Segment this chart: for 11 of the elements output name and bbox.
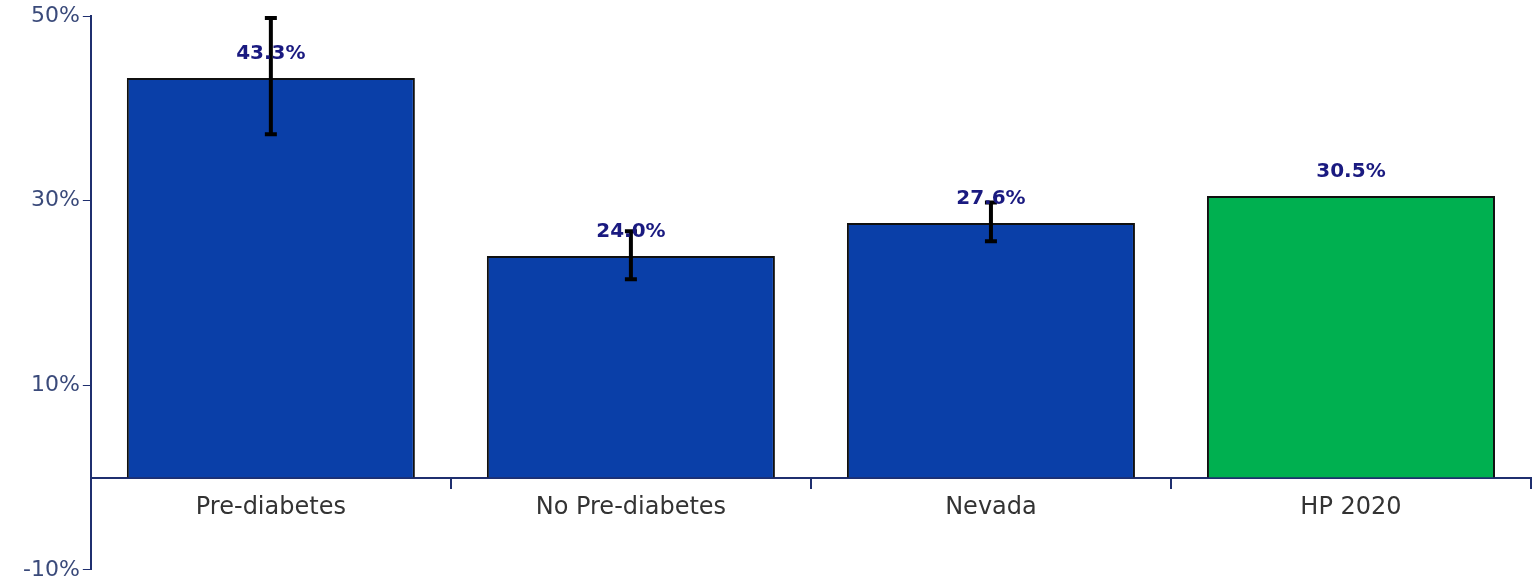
x-tick-label: Nevada: [945, 492, 1037, 521]
x-tick-label: Pre-diabetes: [195, 492, 346, 521]
data-label: 24.0%: [596, 218, 666, 243]
data-label: 27.6%: [956, 185, 1026, 210]
y-tick-label: 10%: [30, 370, 80, 396]
x-tick-label: HP 2020: [1300, 492, 1402, 521]
y-tick-label: 30%: [30, 186, 80, 212]
data-label: 30.5%: [1316, 158, 1386, 183]
x-tick-label: No Pre-diabetes: [535, 492, 727, 521]
y-tick-label: -10%: [22, 555, 80, 581]
y-tick-label: 50%: [30, 1, 80, 27]
